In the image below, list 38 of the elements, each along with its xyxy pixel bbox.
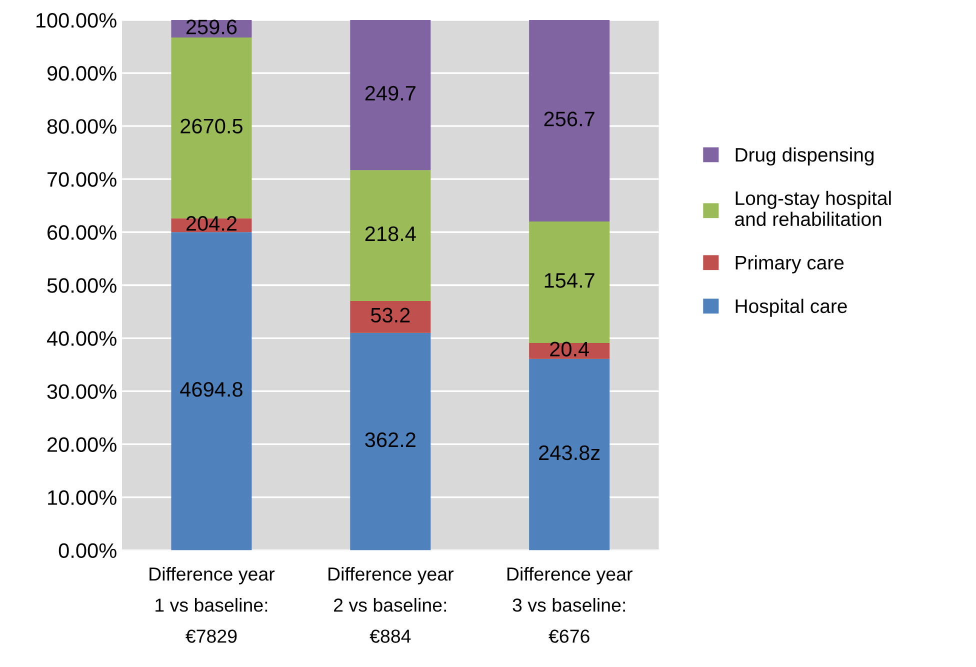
bar xyxy=(529,358,610,550)
x-tick-label: Difference year 3 vs baseline: €676 xyxy=(507,566,632,643)
x-tick-label: Difference year 1 vs baseline: €7829 xyxy=(150,566,275,643)
bar xyxy=(350,20,431,170)
legend-label: Long-stay hospital and rehabilitation xyxy=(735,190,891,226)
bar xyxy=(529,20,610,222)
y-tick-label: 100.00% xyxy=(36,13,116,28)
annotation: 256.7 xyxy=(544,112,594,126)
y-tick-label: 60.00% xyxy=(48,225,116,240)
annotation: 362.2 xyxy=(365,432,416,448)
annotation: 249.7 xyxy=(365,86,416,101)
x-tick-label: Difference year 2 vs baseline: €884 xyxy=(328,566,454,643)
annotation: 20.4 xyxy=(550,342,589,356)
y-tick-label: 70.00% xyxy=(48,172,116,187)
bar xyxy=(171,232,252,550)
legend-label: Primary care xyxy=(736,255,844,274)
annotation: 4694.8 xyxy=(180,382,242,397)
y-tick-label: 50.00% xyxy=(47,278,116,293)
bar xyxy=(529,222,610,343)
annotation: 2670.5 xyxy=(180,118,242,134)
annotation: 259.6 xyxy=(186,20,237,34)
y-tick-label: 90.00% xyxy=(47,66,116,81)
bar xyxy=(350,332,431,550)
annotation: 243.8z xyxy=(539,445,600,460)
annotation: 154.7 xyxy=(544,273,594,288)
annotation: 53.2 xyxy=(370,308,410,323)
bar xyxy=(350,301,431,333)
y-tick-label: 40.00% xyxy=(46,331,116,346)
y-tick-label: 30.00% xyxy=(47,384,116,399)
y-tick-label: 10.00% xyxy=(48,490,116,505)
annotation: 204.2 xyxy=(186,216,236,231)
y-tick-label: 0.00% xyxy=(58,543,116,558)
legend-label: Drug dispensing xyxy=(736,147,874,166)
y-tick-label: 20.00% xyxy=(48,437,116,452)
bar xyxy=(350,170,431,302)
y-tick-label: 80.00% xyxy=(47,119,116,134)
annotation: 218.4 xyxy=(365,226,416,242)
legend-label: Hospital care xyxy=(736,298,847,317)
